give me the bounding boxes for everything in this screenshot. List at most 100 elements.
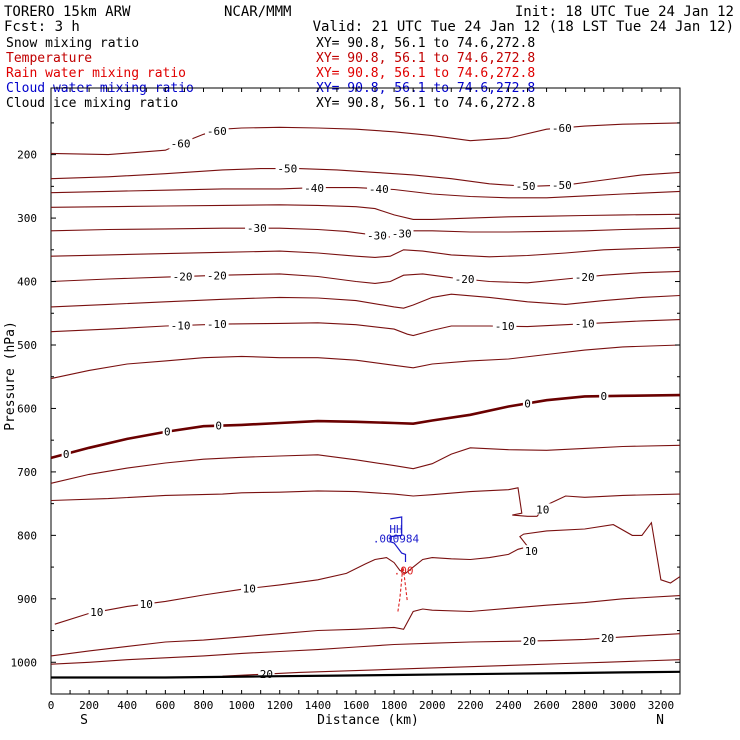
contour-label-bg xyxy=(367,182,391,194)
legend-field-name: Temperature xyxy=(6,51,92,66)
contour-label: -30 xyxy=(247,222,267,235)
y-tick-label: 600 xyxy=(17,402,37,415)
contour-label-bg xyxy=(572,271,597,283)
contour-label: -20 xyxy=(575,271,595,284)
contour-label: 0 xyxy=(164,426,171,439)
contour-line xyxy=(50,444,681,484)
x-tick-label: 400 xyxy=(117,699,137,712)
contour-label: -50 xyxy=(516,180,536,193)
valid-time: Valid: 21 UTC Tue 24 Jan 12 (18 LST Tue … xyxy=(313,19,734,35)
y-tick-label: 900 xyxy=(17,593,37,606)
contour-line xyxy=(50,633,681,665)
y-tick-label: 800 xyxy=(17,529,37,542)
contour-label-bg xyxy=(205,318,229,330)
contour-line xyxy=(50,246,681,258)
title-left: TORERO 15km ARW xyxy=(4,4,131,20)
contour-label-bg xyxy=(61,447,71,459)
contour-label-bg xyxy=(168,319,193,331)
contour-label: 20 xyxy=(260,668,273,681)
contour-label: -20 xyxy=(173,271,193,284)
contour-label: -50 xyxy=(277,163,297,176)
contour-label: -30 xyxy=(367,229,387,242)
contour-label-bg xyxy=(88,606,105,618)
y-tick-label: 200 xyxy=(17,149,37,162)
plot-frame xyxy=(50,87,681,695)
cloud-annotation: .000984 xyxy=(373,533,420,546)
x-tick-label: 3200 xyxy=(648,699,675,712)
contour-label-bg xyxy=(205,124,229,136)
axes: 0 200 400 600 800 1000 1200 1400 1600 1800 2000 220… xyxy=(11,88,680,712)
contour-label: -60 xyxy=(207,125,227,138)
temperature-contours: -60 -60 -60 -50 -50 -50 -40 -40 -30 -30 -30 -20 -20 -… xyxy=(50,122,681,681)
north-label: N xyxy=(656,713,664,728)
contour-label-bg xyxy=(245,222,269,234)
contour-line xyxy=(50,595,681,657)
contour-label-bg xyxy=(302,181,326,193)
contour-line xyxy=(50,204,681,220)
legend-field-xy: XY= 90.8, 56.1 to 74.6,272.8 xyxy=(316,36,535,51)
contour-label: -10 xyxy=(171,319,191,332)
contour-label-bg xyxy=(452,273,477,285)
contour-label-bg xyxy=(365,229,389,241)
terrain-line xyxy=(51,670,681,679)
contour-label-bg xyxy=(389,227,414,239)
contour-label: -10 xyxy=(207,318,227,331)
contour-label-bg xyxy=(534,503,551,515)
init-time: Init: 18 UTC Tue 24 Jan 12 xyxy=(515,4,734,20)
contour-label: 10 xyxy=(243,582,256,595)
legend-field-xy: XY= 90.8, 56.1 to 74.6,272.8 xyxy=(316,66,535,81)
contour-label-bg xyxy=(258,668,275,680)
contour-label-bg xyxy=(522,397,533,409)
contour-label: 10 xyxy=(140,598,153,611)
contour-label: -10 xyxy=(575,318,595,331)
x-tick-label: 1400 xyxy=(305,699,332,712)
header: TORERO 15km ARW NCAR/MMM Init: 18 UTC Tu… xyxy=(4,4,734,35)
legend-field-name: Rain water mixing ratio xyxy=(6,66,186,81)
x-tick-label: 2000 xyxy=(419,699,446,712)
x-tick-label: 200 xyxy=(79,699,99,712)
contour-label-bg xyxy=(162,425,172,437)
y-tick-label: 500 xyxy=(17,339,37,352)
contour-label-bg xyxy=(572,317,597,329)
contour-line xyxy=(50,293,681,309)
contour-label: -40 xyxy=(304,182,324,195)
contour-label: 10 xyxy=(536,503,549,516)
contour-label-bg xyxy=(521,634,538,646)
legend-field-xy: XY= 90.8, 56.1 to 74.6,272.8 xyxy=(316,51,535,66)
contour-label: -60 xyxy=(552,122,572,135)
x-tick-label: 0 xyxy=(48,699,55,712)
x-tick-label: 1200 xyxy=(266,699,293,712)
y-tick-label: 700 xyxy=(17,466,37,479)
contour-line xyxy=(54,521,681,625)
contour-label: 0 xyxy=(63,448,70,461)
contour-label: -60 xyxy=(171,138,191,151)
cloud-water-contour xyxy=(389,516,407,562)
contour-line xyxy=(50,122,681,156)
contour-label: -50 xyxy=(552,179,572,192)
contour-label-bg xyxy=(168,137,193,149)
contour-label-bg xyxy=(241,582,258,594)
contour-label: 10 xyxy=(525,545,538,558)
contour-label: -30 xyxy=(392,227,412,240)
contour-label-bg xyxy=(599,390,609,402)
contour-label: 0 xyxy=(215,420,222,433)
contour-label-bg xyxy=(214,419,224,431)
contour-label-bg xyxy=(138,597,155,609)
contour-line xyxy=(222,659,681,677)
x-tick-label: 1600 xyxy=(343,699,370,712)
y-tick-label: 1000 xyxy=(11,656,38,669)
legend-field-name: Cloud ice mixing ratio xyxy=(6,96,178,111)
contour-label: 20 xyxy=(601,632,614,645)
rain-water-contour xyxy=(397,566,408,612)
contour-label-bg xyxy=(275,162,300,174)
legend-field-xy: XY= 90.8, 56.1 to 74.6,272.8 xyxy=(316,96,535,111)
title-center: NCAR/MMM xyxy=(224,4,291,20)
y-axis-label: Pressure (hPa) xyxy=(3,321,18,431)
contour-label: -40 xyxy=(369,183,389,196)
contour-label: 20 xyxy=(523,635,536,648)
contour-line xyxy=(50,168,681,187)
contour-label-bg xyxy=(205,269,229,281)
x-tick-label: 2200 xyxy=(457,699,484,712)
contour-label: 0 xyxy=(524,397,531,410)
